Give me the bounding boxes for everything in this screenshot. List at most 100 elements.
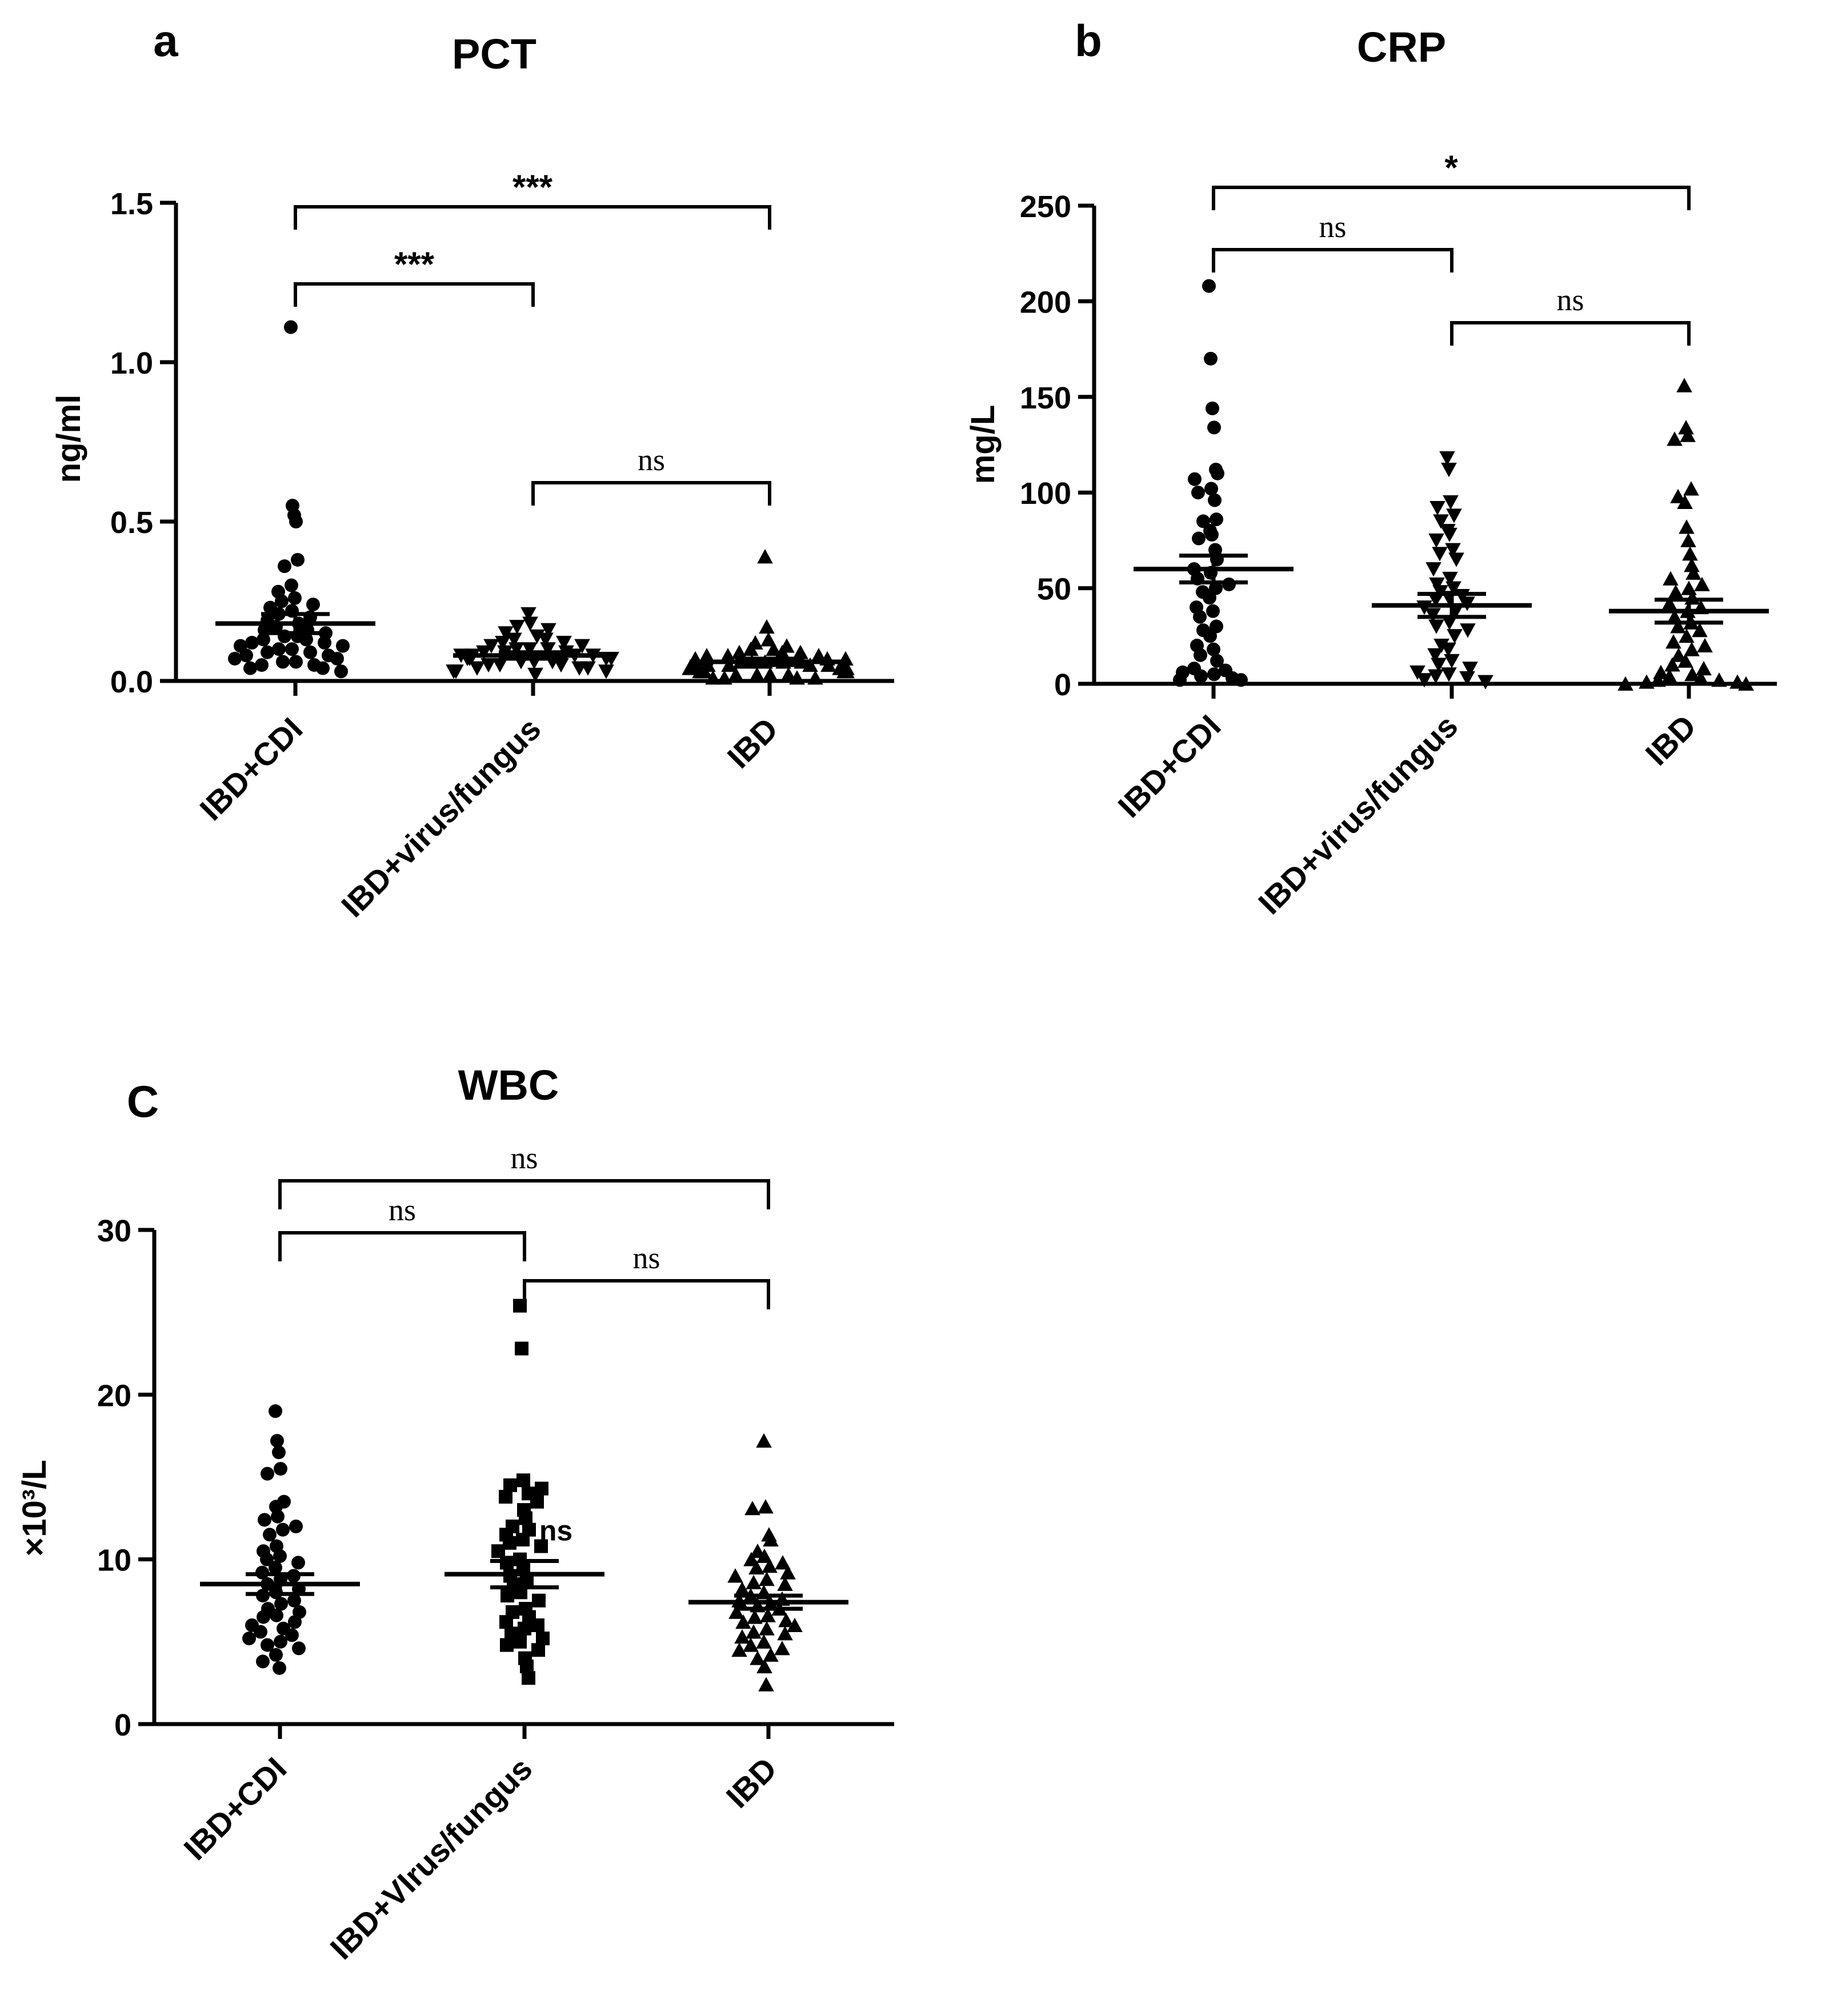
significance-label: *** [512, 168, 553, 206]
data-point [789, 670, 805, 685]
data-point [775, 1555, 791, 1570]
data-point [228, 651, 242, 666]
data-point [261, 645, 274, 659]
data-point [499, 1490, 512, 1504]
data-point [535, 1481, 548, 1496]
data-point [274, 1462, 287, 1476]
data-point [1448, 552, 1464, 567]
data-point [728, 667, 744, 682]
data-point [756, 1433, 772, 1448]
data-point [774, 644, 790, 659]
data-point [520, 1660, 534, 1674]
data-point [499, 1615, 513, 1629]
data-point [1441, 667, 1457, 682]
data-point [1679, 628, 1695, 643]
data-point [1440, 642, 1456, 657]
data-point [1676, 378, 1692, 392]
data-point [532, 1593, 546, 1608]
data-point [1459, 671, 1475, 686]
data-point [760, 1608, 776, 1622]
data-point [269, 1404, 282, 1418]
data-point [1680, 532, 1696, 547]
data-point [802, 657, 818, 672]
data-point [1206, 401, 1219, 415]
panel-b: b CRP mg/L 0 50 100 150 200 250 IBD+CDI IBD+vir… [964, 15, 1777, 921]
data-point [811, 648, 827, 663]
data-point [1677, 494, 1693, 509]
data-point [492, 658, 508, 673]
data-point [1210, 654, 1224, 668]
data-point [1204, 351, 1218, 366]
data-point [522, 616, 538, 631]
data-point [1670, 488, 1686, 503]
significance-bracket [294, 205, 771, 230]
data-point [289, 655, 303, 669]
data-point [513, 1634, 527, 1649]
data-point [519, 1511, 532, 1525]
y-tick-label: 50 [1037, 572, 1071, 607]
significance-label: ns [389, 1193, 416, 1227]
data-point [1668, 584, 1684, 599]
significance-label: ns [638, 443, 665, 477]
data-point [807, 670, 823, 685]
data-point [1443, 495, 1459, 510]
y-axis-label: mg/L [964, 405, 1002, 484]
panel-c: C WBC ×10³/L 0 10 20 30 IBD+CDI IBD+VIrus/fun… [16, 1061, 894, 1966]
data-point [735, 1614, 751, 1629]
data-point [1432, 547, 1448, 562]
data-point [516, 1473, 530, 1488]
significance-label: ns [632, 1241, 660, 1275]
data-point [757, 549, 773, 564]
data-point [759, 1621, 775, 1636]
panel-label: C [127, 1076, 159, 1127]
data-point [746, 1624, 762, 1639]
data-point [270, 1434, 284, 1448]
data-point [1428, 619, 1444, 634]
data-point [1445, 581, 1461, 596]
data-point [330, 651, 344, 666]
data-point [520, 607, 536, 622]
significance-label: * [1444, 149, 1458, 187]
x-tick-label: IBD+CDI [1111, 708, 1227, 824]
data-point [1681, 580, 1697, 595]
data-point [1428, 669, 1444, 684]
data-point [1663, 571, 1679, 586]
data-point [522, 642, 538, 657]
data-point [1738, 676, 1754, 691]
data-point [1439, 451, 1455, 466]
x-tick-label: IBD+VIrus/fungus [323, 1750, 539, 1966]
data-point [1678, 420, 1694, 435]
data-point [257, 1610, 270, 1624]
y-tick-label: 1.5 [110, 187, 153, 221]
significance-bracket [1450, 321, 1691, 346]
data-point [556, 636, 572, 651]
data-point [1207, 420, 1221, 435]
data-point [536, 1632, 550, 1646]
data-point [744, 1501, 760, 1516]
data-point [1684, 642, 1700, 656]
data-point [1416, 673, 1432, 688]
data-point [1192, 531, 1206, 546]
data-point [239, 648, 253, 663]
data-point [243, 661, 257, 675]
data-point [1441, 463, 1457, 478]
data-point [263, 1528, 277, 1542]
y-tick-label: 150 [1020, 381, 1071, 415]
data-point [839, 664, 855, 679]
data-point [1460, 623, 1476, 638]
data-point [777, 1576, 793, 1591]
data-point [1425, 562, 1441, 577]
data-point [1191, 486, 1205, 500]
data-point [276, 1522, 290, 1537]
data-point [731, 1642, 747, 1657]
data-point [762, 667, 778, 682]
data-point [1206, 604, 1220, 618]
data-point [750, 1650, 766, 1665]
data-point [1208, 493, 1222, 507]
data-point [500, 1589, 514, 1603]
data-point [1671, 647, 1687, 662]
data-point [743, 642, 759, 656]
data-point [530, 1494, 544, 1509]
data-point [1685, 565, 1701, 580]
